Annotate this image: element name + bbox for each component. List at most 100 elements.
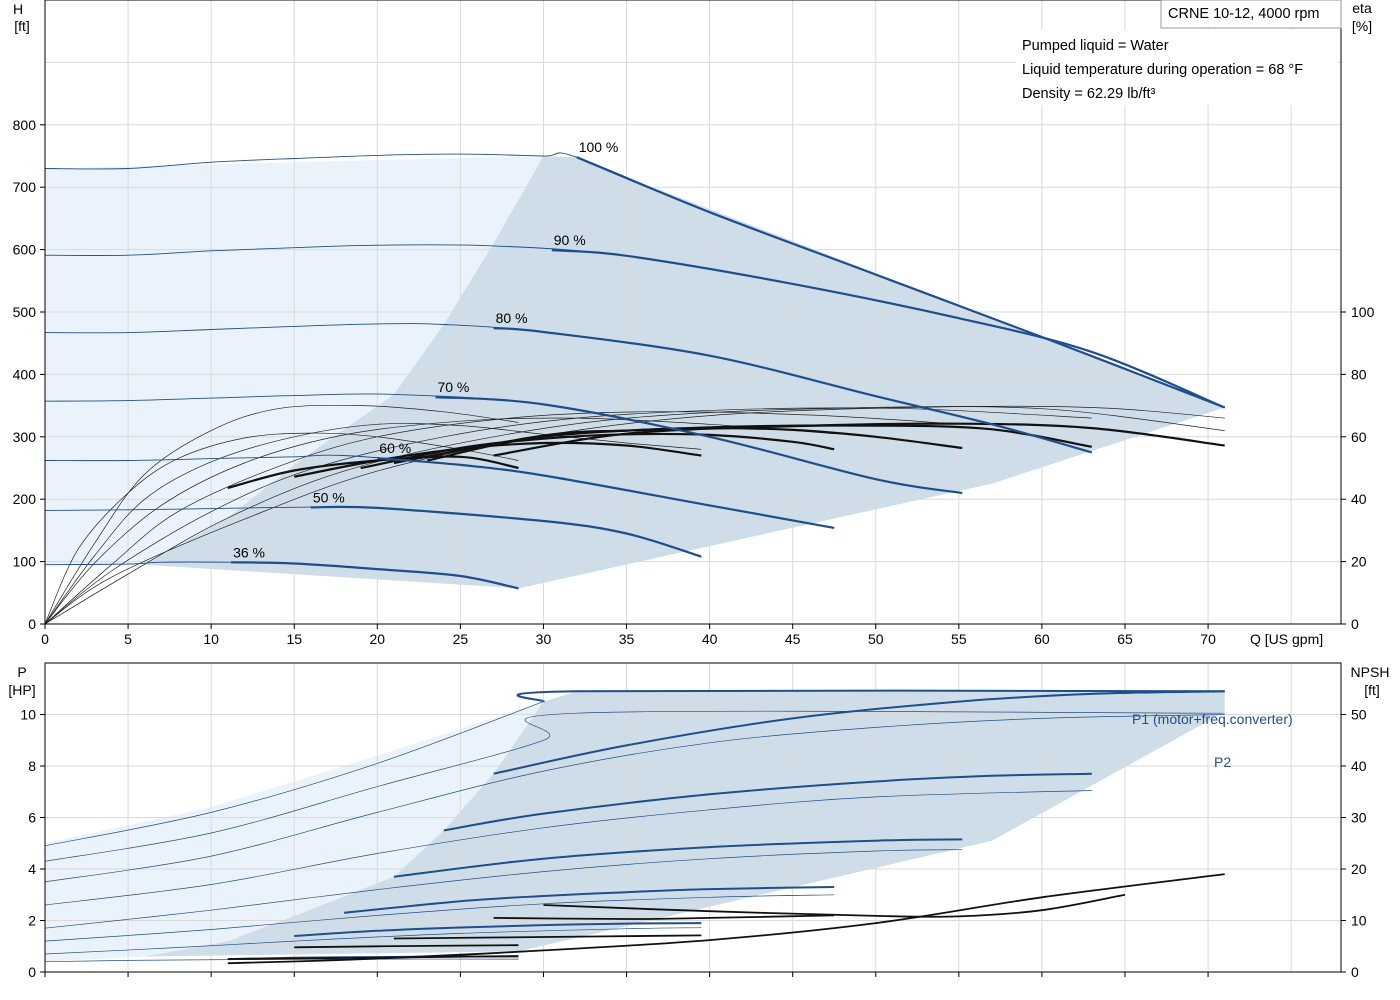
note-liquid-temperature: Liquid temperature during operation = 68… <box>1022 62 1303 78</box>
power-tick-label: 4 <box>28 861 36 877</box>
x-tick-label: 5 <box>124 631 132 647</box>
speed-label: 70 % <box>437 379 469 395</box>
efficiency-curve-thin <box>44 432 519 625</box>
x-tick-label: 60 <box>1034 631 1050 647</box>
head-efficiency-plot: 100 % 90 % 80 % 70 % 60 % 50 % 36 % 0 5 10 15 20 25… <box>13 0 1375 647</box>
p1-curve <box>343 886 835 914</box>
power-tick-label: 8 <box>28 758 36 774</box>
npsh-curve <box>227 955 519 960</box>
npsh-tick-label: 0 <box>1351 964 1359 980</box>
head-tick-label: 200 <box>13 491 37 507</box>
head-tick-label: 0 <box>28 616 36 632</box>
head-plot-frame <box>44 0 1342 625</box>
power-tick-label: 2 <box>28 913 36 929</box>
head-tick-label: 700 <box>13 179 37 195</box>
eta-tick-label: 40 <box>1351 491 1367 507</box>
efficiency-curve-thin <box>44 406 1225 625</box>
head-curve-operating <box>231 561 519 590</box>
p1-curve <box>393 838 963 878</box>
speed-label: 90 % <box>554 232 586 248</box>
p1-curve <box>493 690 1225 775</box>
head-curve-operating <box>310 505 702 558</box>
speed-label: 100 % <box>579 139 619 155</box>
p1-series-label: P1 (motor+freq.converter) <box>1132 711 1293 727</box>
operating-region <box>144 156 1225 589</box>
npsh-tick-label: 40 <box>1351 758 1367 774</box>
npsh-axis-unit: [ft] <box>1364 682 1380 698</box>
speed-label: 50 % <box>313 489 345 505</box>
head-curve-operating <box>435 396 963 495</box>
npsh-tick-label: 50 <box>1351 707 1367 723</box>
npsh-curve <box>393 934 702 940</box>
head-tick-label: 600 <box>13 242 37 258</box>
note-density: Density = 62.29 lb/ft³ <box>1022 86 1156 102</box>
head-plot-tick-labels: 0 5 10 15 20 25 30 35 40 45 50 55 60 65 70010020030040… <box>13 117 1375 647</box>
head-axis-label: H <box>13 1 23 17</box>
head-curve-operating <box>377 457 835 529</box>
speed-label: 36 % <box>233 544 265 560</box>
eta-tick-label: 80 <box>1351 366 1367 382</box>
head-curve-operating <box>493 327 1093 454</box>
x-tick-label: 0 <box>41 631 49 647</box>
p1-curve <box>516 689 1225 703</box>
eta-axis-unit: [%] <box>1352 18 1372 34</box>
pump-notes: Pumped liquid = Water Liquid temperature… <box>1016 30 1338 105</box>
power-tick-label: 6 <box>28 810 36 826</box>
p2-curve <box>44 849 963 929</box>
x-tick-label: 30 <box>536 631 552 647</box>
power-operating-region <box>144 691 1225 957</box>
x-tick-label: 15 <box>286 631 302 647</box>
head-tick-label: 300 <box>13 429 37 445</box>
speed-label: 60 % <box>379 440 411 456</box>
p2-curve <box>44 927 702 955</box>
npsh-curve <box>543 893 1126 918</box>
head-and-efficiency-curves: 100 % 90 % 80 % 70 % 60 % 50 % 36 % <box>44 139 1226 625</box>
npsh-tick-label: 30 <box>1351 810 1367 826</box>
power-operating-range-area <box>45 691 1225 972</box>
speed-label: 80 % <box>496 310 528 326</box>
p2-curve <box>44 714 1225 883</box>
head-tick-label: 400 <box>13 366 37 382</box>
head-plot-grid <box>44 0 1341 624</box>
p2-curve <box>44 894 835 942</box>
npsh-curve <box>227 873 1225 965</box>
power-axis-label: P <box>17 664 26 680</box>
npsh-tick-label: 10 <box>1351 913 1367 929</box>
head-curve-operating <box>551 249 1226 409</box>
head-axis-unit: [ft] <box>14 18 30 34</box>
eta-tick-label: 20 <box>1351 554 1367 570</box>
x-tick-label: 25 <box>453 631 469 647</box>
efficiency-curve <box>493 422 1225 457</box>
x-tick-label: 50 <box>868 631 884 647</box>
power-npsh-plot: 0 2 4 6 8 10 0 10 20 30 40 50 P [HP] NPSH [ft] P1 (… <box>8 662 1390 981</box>
efficiency-curve-thin <box>44 404 519 625</box>
eta-tick-label: 100 <box>1351 304 1375 320</box>
x-tick-label: 70 <box>1200 631 1216 647</box>
npsh-tick-label: 20 <box>1351 861 1367 877</box>
head-curve-operating <box>576 156 1226 409</box>
head-tick-label: 800 <box>13 117 37 133</box>
eta-tick-label: 60 <box>1351 429 1367 445</box>
power-tick-label: 0 <box>28 964 36 980</box>
efficiency-curve-thin <box>44 411 963 625</box>
npsh-axis-label: NPSH <box>1351 664 1390 680</box>
p1-curve <box>443 772 1092 832</box>
operating-range-area <box>45 156 1225 589</box>
x-tick-label: 35 <box>619 631 635 647</box>
p1-curve <box>294 922 702 937</box>
head-tick-label: 500 <box>13 304 37 320</box>
p2-curve <box>44 790 1092 906</box>
p2-curve <box>44 701 544 847</box>
x-tick-label: 40 <box>702 631 718 647</box>
eta-tick-label: 0 <box>1351 616 1359 632</box>
power-plot-tick-labels: 0 2 4 6 8 10 0 10 20 30 40 50 <box>20 707 1366 981</box>
eta-axis-label: eta <box>1352 0 1372 16</box>
x-tick-label: 10 <box>203 631 219 647</box>
npsh-curve <box>294 944 519 949</box>
x-tick-label: 20 <box>370 631 386 647</box>
title-box: CRNE 10-12, 4000 rpm <box>1160 0 1342 29</box>
p2-series-label: P2 <box>1214 754 1231 770</box>
head-tick-label: 100 <box>13 554 37 570</box>
npsh-curve <box>493 914 835 920</box>
